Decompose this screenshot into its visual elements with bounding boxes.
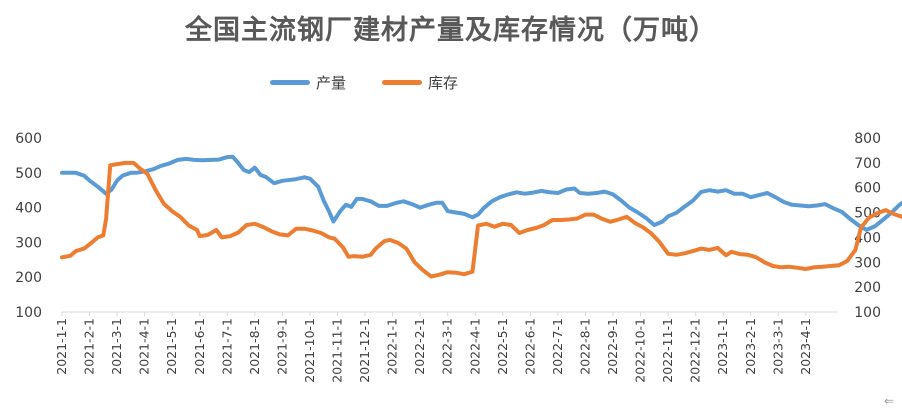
x-tick-label: 2021-11-1 [330,318,345,383]
y-right-tick-label: 300 [854,255,881,271]
x-tick-label: 2022-5-1 [495,318,510,375]
x-tick-label: 2022-1-1 [385,318,400,375]
legend-label-production: 产量 [316,74,347,92]
legend-item-inventory: 库存 [382,72,458,93]
x-tick-label: 2022-9-1 [605,318,620,375]
x-tick-label: 2022-7-1 [550,318,565,375]
x-tick-label: 2021-8-1 [247,318,262,375]
x-tick-label: 2023-1-1 [715,318,730,375]
x-tick-label: 2022-3-1 [440,318,455,375]
y-left-tick-label: 600 [15,131,42,147]
y-left-tick-label: 300 [15,235,42,251]
y-right-tick-label: 200 [854,280,881,296]
x-tick-label: 2021-4-1 [137,318,152,375]
y-right-tick-label: 600 [854,181,881,197]
y-right-tick-label: 800 [854,131,881,147]
y-right-tick-label: 700 [854,156,881,172]
x-tick-label: 2023-4-1 [798,318,813,375]
x-tick-label: 2021-10-1 [302,318,317,383]
x-tick-label: 2022-11-1 [660,318,675,383]
series-layer [60,154,902,279]
x-tick-label: 2021-9-1 [274,318,289,375]
x-tick-label: 2021-1-1 [54,318,69,375]
y-left-tick-label: 200 [15,270,42,286]
x-tick-label: 2023-2-1 [743,318,758,375]
legend-swatch-production [270,80,310,85]
legend: 产量 库存 [270,72,458,93]
chart-title: 全国主流钢厂建材产量及库存情况（万吨） [185,15,717,46]
x-tick-label: 2021-12-1 [357,318,372,383]
legend-swatch-inventory [382,80,423,85]
x-tick-label: 2022-10-1 [633,318,648,383]
series-line-inventory [60,160,902,279]
y-axis-left: 100 200 300 400 500 600 [15,131,42,321]
x-tick-label: 2021-6-1 [192,318,207,375]
legend-label-inventory: 库存 [428,74,459,92]
x-tick-label: 2022-4-1 [467,318,482,375]
x-tick-label: 2022-2-1 [412,318,427,375]
x-tick-label: 2021-2-1 [82,318,97,375]
x-tick-label: 2021-7-1 [219,318,234,375]
y-left-tick-label: 500 [15,166,42,182]
legend-item-production: 产量 [270,72,346,93]
x-tick-label: 2022-12-1 [688,318,703,383]
x-tick-label: 2021-5-1 [164,318,179,375]
x-tick-label: 2023-3-1 [770,318,785,375]
y-left-tick-label: 400 [15,201,42,217]
x-tick-label: 2021-3-1 [109,318,124,375]
corner-arrow-icon: ⇐ [883,394,894,408]
y-right-tick-label: 100 [854,305,881,321]
y-right-tick-label: 500 [854,206,881,222]
x-tick-label: 2022-6-1 [522,318,537,375]
x-tick-label: 2022-8-1 [577,318,592,375]
series-line-production [60,154,902,232]
y-left-tick-label: 100 [15,305,42,321]
x-axis: 2021-1-1 2021-2-1 2021-3-1 2021-4-1 2021-5-1… [54,312,813,383]
